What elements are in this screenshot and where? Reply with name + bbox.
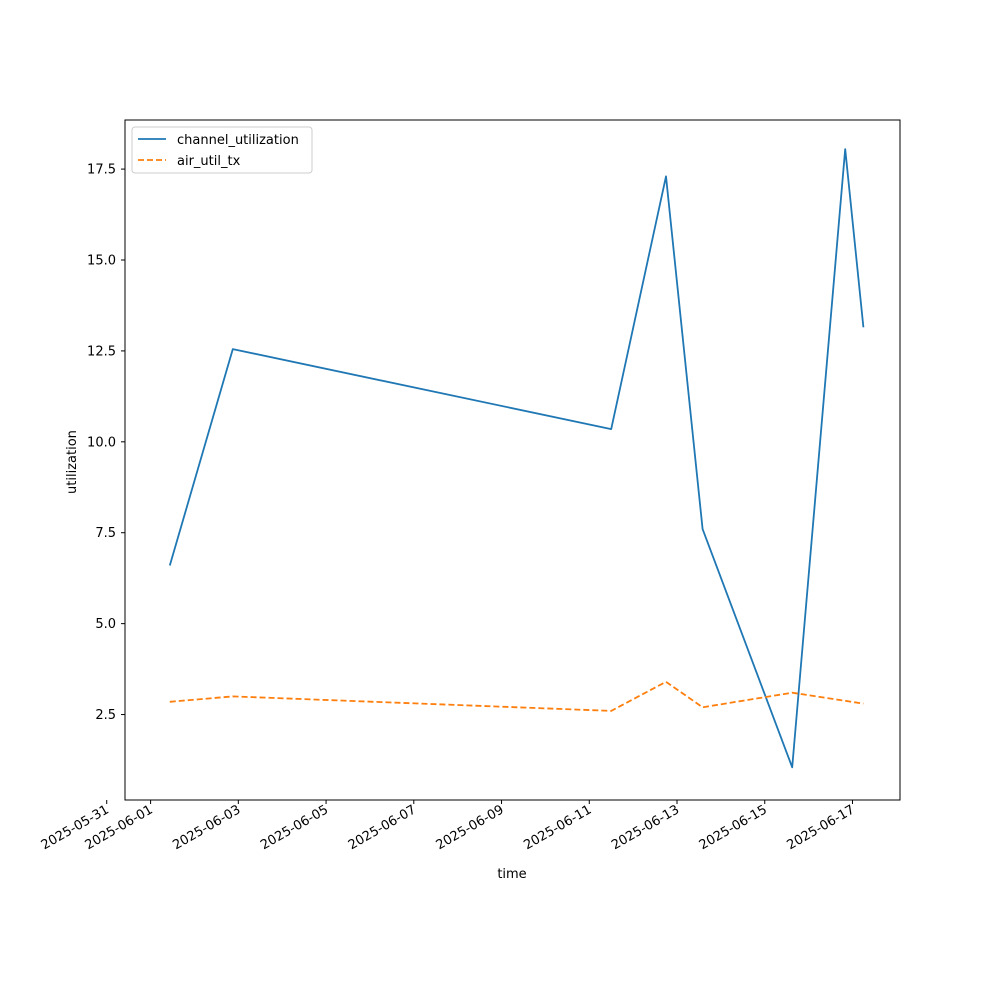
plot-area — [125, 120, 900, 800]
legend-box — [131, 126, 313, 174]
y-tick-label: 7.5 — [95, 526, 116, 541]
y-tick-label: 10.0 — [87, 435, 116, 450]
legend-label-air-util-tx: air_util_tx — [177, 154, 241, 169]
plot-frame — [124, 119, 901, 801]
series-layer — [168, 148, 865, 769]
y-tick-label: 5.0 — [95, 617, 116, 632]
series-line-channel-utilization — [168, 148, 865, 769]
y-tick-label: 2.5 — [95, 708, 116, 723]
y-tick-label: 12.5 — [87, 344, 116, 359]
y-tick-label: 15.0 — [87, 254, 116, 269]
y-axis: 2.5 5.0 7.5 10.0 12.5 15.0 17.5 — [87, 163, 125, 723]
y-axis-label: utilization — [65, 430, 80, 494]
y-tick-label: 17.5 — [87, 163, 116, 178]
legend: channel_utilization air_util_tx — [131, 126, 313, 174]
x-axis-label: time — [497, 867, 526, 882]
legend-label-channel-utilization: channel_utilization — [177, 133, 299, 148]
